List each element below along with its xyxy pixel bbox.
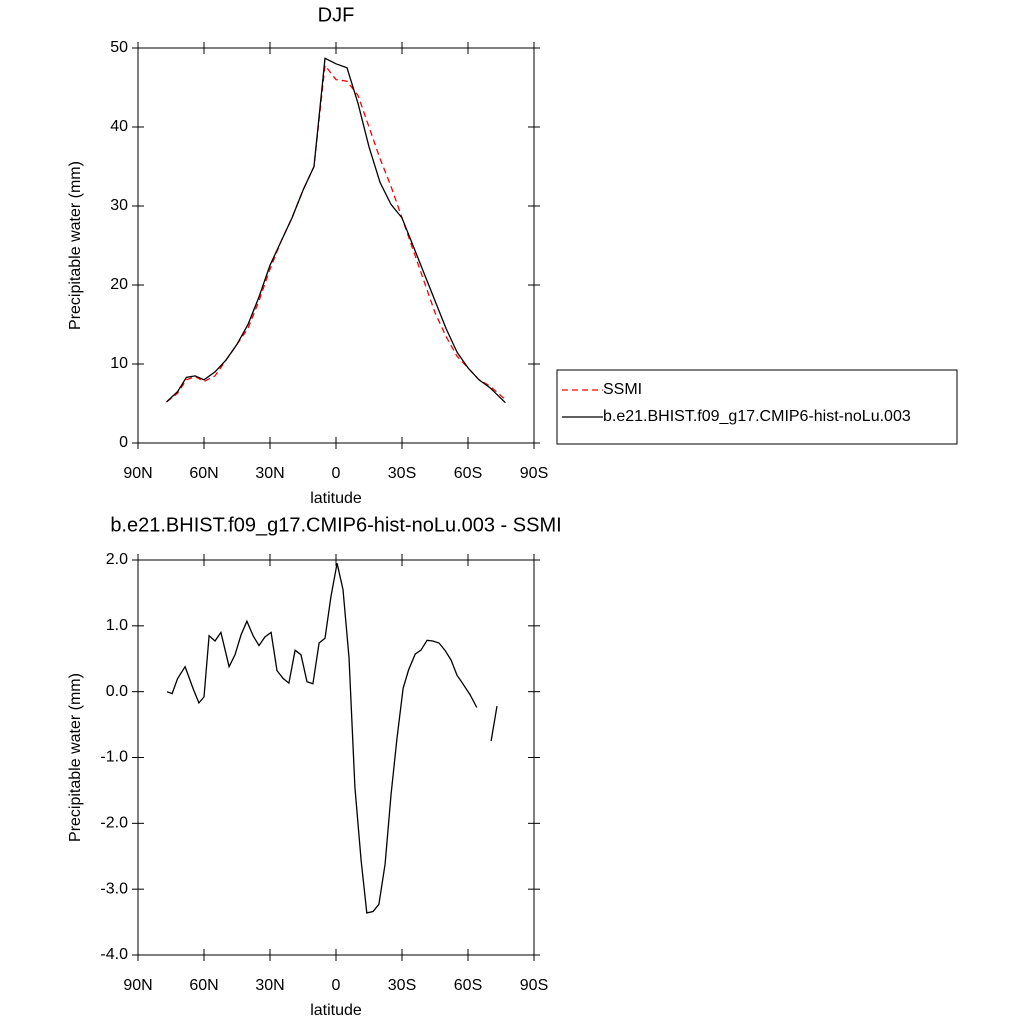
x-axis-label: latitude	[310, 1002, 362, 1019]
x-tick-label: 60N	[189, 977, 218, 994]
x-tick-label: 60N	[189, 465, 218, 482]
series-line	[166, 563, 498, 914]
x-axis-label: latitude	[310, 490, 362, 507]
x-tick-label: 60S	[454, 465, 482, 482]
plot-frame	[137, 47, 535, 444]
x-tick-label: 30S	[388, 977, 416, 994]
x-tick-label: 30N	[255, 977, 284, 994]
chart-title: DJF	[318, 4, 355, 26]
y-tick-label: 1.0	[106, 617, 128, 634]
x-tick-label: 30N	[255, 465, 284, 482]
legend-label: SSMI	[603, 381, 642, 398]
y-tick-label: 2.0	[106, 551, 128, 568]
y-tick-label: 30	[110, 197, 128, 214]
y-axis-label: Precipitable water (mm)	[67, 161, 84, 330]
y-tick-label: 0	[119, 434, 128, 451]
y-tick-label: 0.0	[106, 683, 128, 700]
x-tick-label: 0	[332, 977, 341, 994]
x-tick-label: 60S	[454, 977, 482, 994]
series-line	[166, 57, 506, 404]
legend-box	[556, 369, 958, 445]
y-tick-label: -2.0	[100, 815, 128, 832]
x-tick-label: 90N	[123, 465, 152, 482]
y-tick-label: 40	[110, 118, 128, 135]
plot-frame	[137, 559, 535, 956]
chart-title: b.e21.BHIST.f09_g17.CMIP6-hist-noLu.003 …	[110, 514, 561, 536]
y-tick-label: -1.0	[100, 749, 128, 766]
legend-label: b.e21.BHIST.f09_g17.CMIP6-hist-noLu.003	[603, 408, 911, 425]
x-tick-label: 30S	[388, 465, 416, 482]
y-axis-label: Precipitable water (mm)	[67, 673, 84, 842]
y-tick-label: 20	[110, 276, 128, 293]
x-tick-label: 0	[332, 465, 341, 482]
x-tick-label: 90N	[123, 977, 152, 994]
y-tick-label: 10	[110, 355, 128, 372]
y-tick-label: -3.0	[100, 880, 128, 897]
x-tick-label: 90S	[520, 465, 548, 482]
y-tick-label: -4.0	[100, 946, 128, 963]
series-line	[166, 63, 506, 403]
y-tick-label: 50	[110, 39, 128, 56]
x-tick-label: 90S	[520, 977, 548, 994]
